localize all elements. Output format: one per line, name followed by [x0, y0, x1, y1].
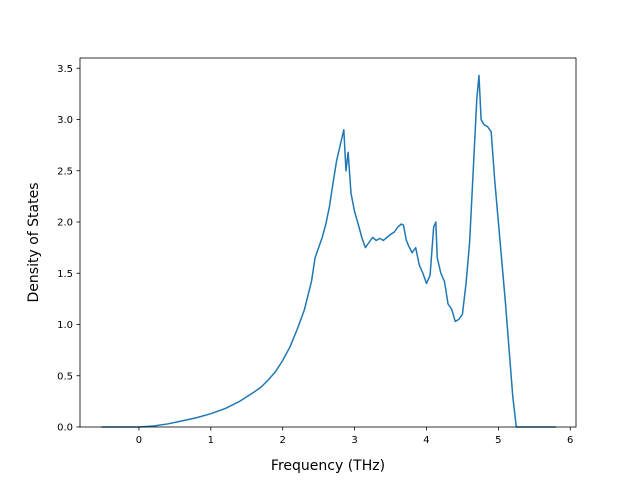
y-tick-label: 1.0 — [57, 320, 73, 331]
y-axis-label: Density of States — [26, 183, 42, 303]
x-tick-label: 3 — [351, 435, 357, 446]
y-tick-label: 1.5 — [57, 269, 73, 280]
x-tick-label: 2 — [280, 435, 286, 446]
dos-series-line — [101, 74, 556, 428]
x-tick-label: 4 — [423, 435, 429, 446]
x-tick-label: 0 — [136, 435, 142, 446]
y-tick-label: 0.0 — [57, 423, 73, 434]
x-tick-label: 5 — [495, 435, 501, 446]
series-layer — [101, 74, 556, 428]
x-axis-label: Frequency (THz) — [271, 458, 385, 474]
y-tick-label: 3.0 — [57, 115, 73, 126]
y-tick-label: 2.0 — [57, 218, 73, 229]
x-tick-label: 6 — [567, 435, 573, 446]
y-tick-label: 3.5 — [57, 64, 73, 75]
x-tick-label: 1 — [208, 435, 214, 446]
y-tick-label: 0.5 — [57, 371, 73, 382]
y-tick-label: 2.5 — [57, 166, 73, 177]
plot-frame — [79, 57, 577, 428]
ticks-layer: 0 1 2 3 4 5 6 0.0 0.5 1.0 1.5 2.0 2.5 3.0 3.5 — [57, 64, 573, 446]
